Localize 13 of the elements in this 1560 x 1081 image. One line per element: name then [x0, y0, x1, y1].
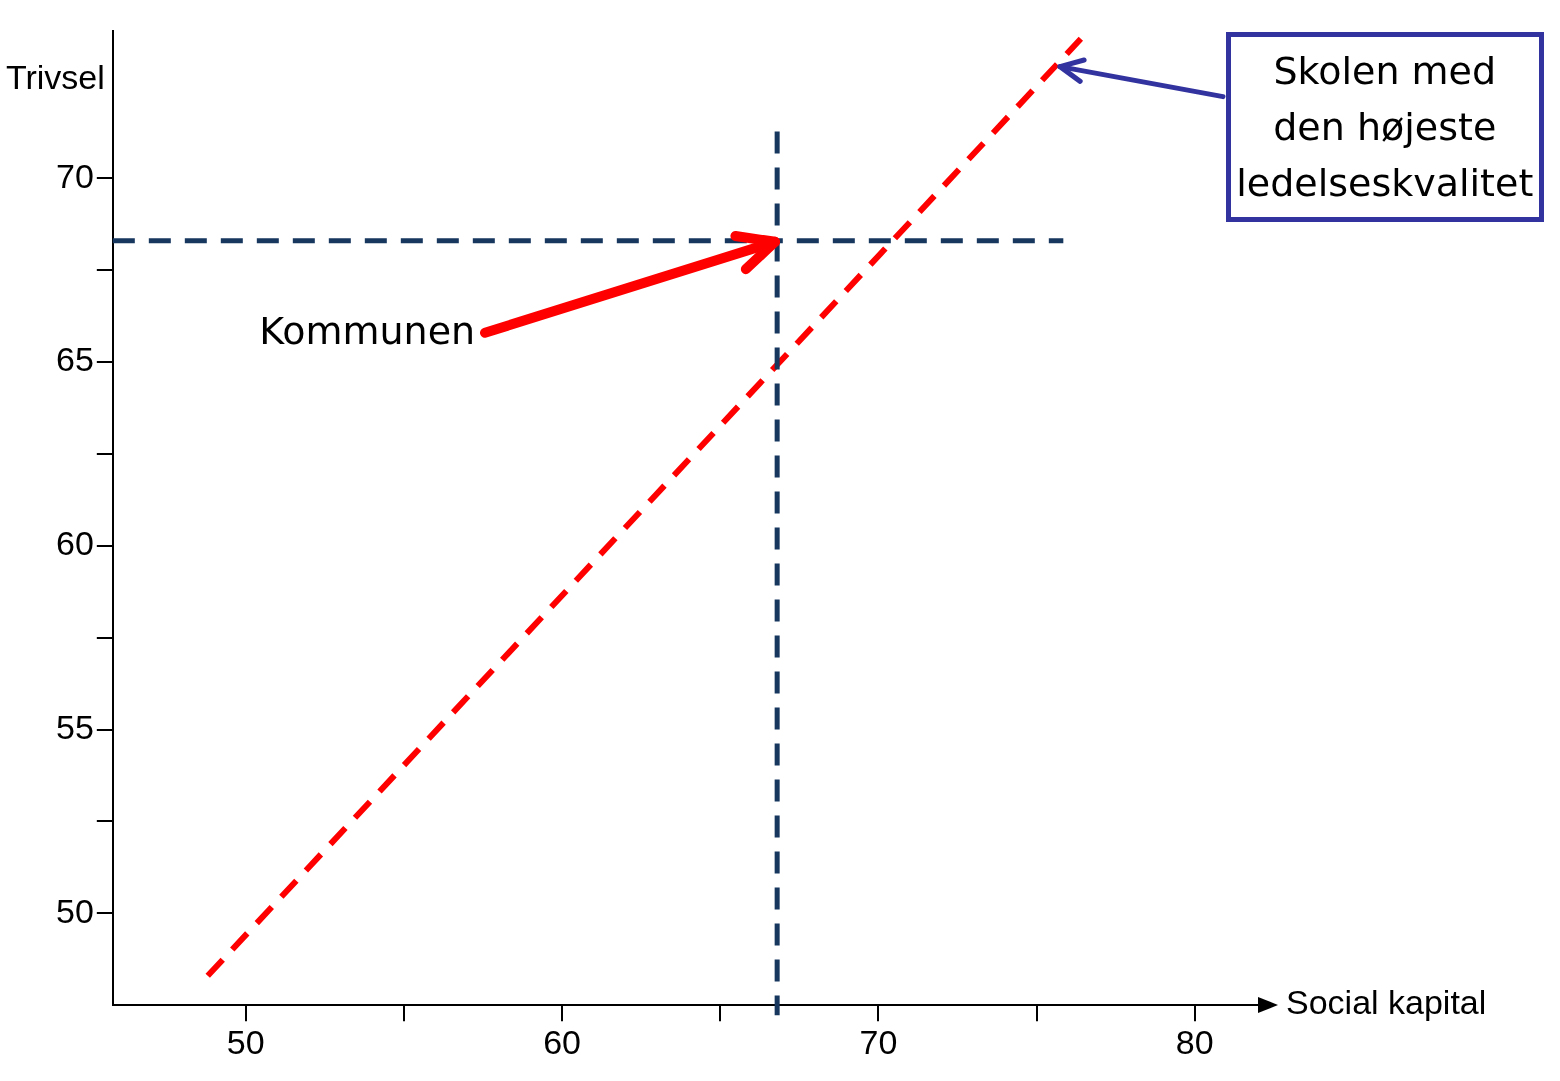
x-tick-label: 50 — [226, 1022, 265, 1061]
y-tick-label: 70 — [55, 156, 94, 195]
y-tick-label: 65 — [55, 340, 94, 379]
x-tick-label: 70 — [859, 1022, 898, 1061]
x-tick-label: 80 — [1175, 1022, 1214, 1061]
y-tick-label: 55 — [55, 707, 94, 746]
y-tick-label: 50 — [55, 891, 94, 930]
x-axis-title: Social kapital — [1286, 983, 1487, 1023]
y-axis-title: Trivsel — [5, 58, 105, 97]
annotation: Kommunen — [259, 307, 476, 355]
x-tick-label: 60 — [543, 1022, 581, 1061]
annotation: Skolen med den højeste ledelseskvalitet — [1225, 32, 1544, 223]
y-tick-label: 60 — [55, 524, 94, 563]
